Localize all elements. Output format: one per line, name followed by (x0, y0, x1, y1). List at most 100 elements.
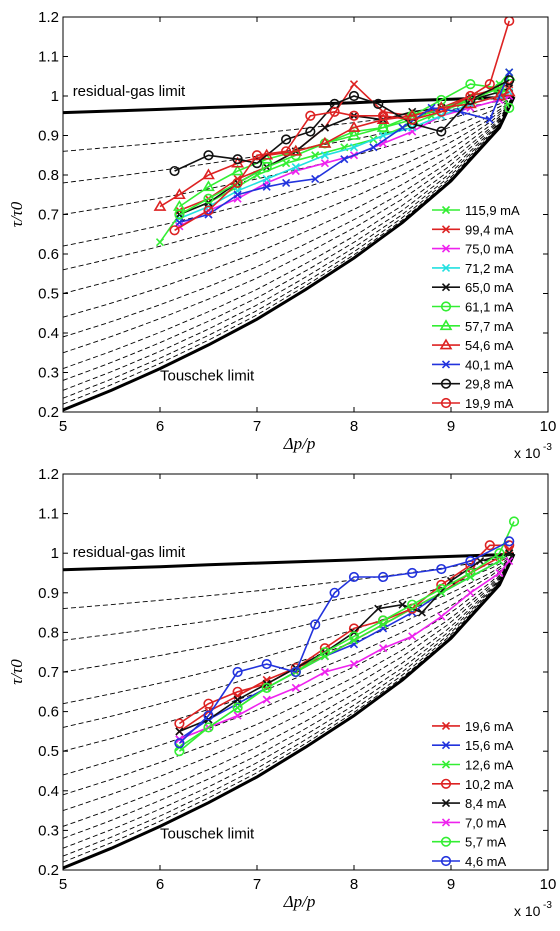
y-axis-label: τ/τ0 (7, 659, 26, 685)
data-point (407, 599, 418, 610)
legend-marker (441, 263, 451, 272)
data-point (169, 165, 180, 177)
data-point (446, 576, 456, 585)
data-point (289, 144, 303, 156)
legend-entry: 19,6 mA (432, 719, 514, 734)
data-point (233, 695, 242, 704)
legend-marker (441, 721, 451, 730)
legend-entry: 40,1 mA (432, 357, 514, 372)
legend-entry: 12,6 mA (432, 758, 514, 773)
data-point (310, 619, 321, 630)
data-point (436, 106, 447, 117)
data-point (203, 205, 214, 216)
data-point (437, 612, 446, 621)
series-3 (174, 540, 515, 729)
data-point (231, 164, 244, 176)
legend-label: 19,6 mA (465, 719, 514, 734)
data-point (376, 121, 390, 132)
series-6 (174, 516, 520, 757)
legend-entry: 7,0 mA (432, 815, 507, 830)
annotation: residual-gas limit (73, 83, 186, 100)
intermediate-curve (63, 553, 515, 705)
legend-marker (440, 301, 452, 312)
data-point (348, 110, 360, 121)
data-point (504, 102, 515, 113)
x-multiplier-exponent: -3 (543, 442, 552, 453)
legend-marker (440, 397, 452, 409)
intermediate-curve (63, 96, 515, 391)
data-point (329, 106, 340, 117)
data-point (348, 90, 360, 102)
y-tick-label: 0.7 (38, 664, 59, 681)
data-point (427, 103, 436, 112)
data-point (169, 225, 180, 236)
y-tick-label: 0.3 (38, 365, 59, 382)
legend-label: 57,7 mA (465, 319, 514, 334)
data-point (203, 710, 214, 721)
data-point (494, 548, 505, 559)
legend-entry: 54,6 mA (432, 338, 514, 353)
intermediate-curve (63, 96, 515, 354)
data-point (373, 98, 384, 109)
legend-label: 71,2 mA (465, 261, 514, 276)
x-tick-label: 9 (447, 418, 455, 435)
y-tick-label: 1.2 (38, 9, 59, 26)
data-point (261, 682, 272, 693)
data-point (203, 722, 214, 733)
legend-entry: 29,8 mA (432, 377, 514, 392)
legend-marker (439, 338, 453, 350)
intermediate-curve (63, 553, 515, 796)
data-point (508, 516, 520, 527)
x-tick-label: 10 (540, 876, 557, 893)
data-point (374, 604, 383, 613)
data-point (484, 540, 495, 551)
legend-entry: 19,9 mA (432, 396, 514, 411)
data-point (408, 632, 417, 641)
data-point (407, 114, 418, 125)
data-point (281, 146, 292, 157)
data-point (233, 711, 242, 720)
legend-marker (440, 378, 452, 389)
data-point (319, 647, 331, 658)
annotation: Touschek limit (160, 825, 255, 842)
legend-marker (441, 741, 451, 750)
legend-marker (439, 319, 453, 331)
legend-entry: 115,9 mA (432, 203, 520, 218)
data-point (495, 568, 504, 578)
series-9 (169, 75, 515, 177)
data-point (407, 567, 418, 579)
y-axis-label: τ/τ0 (7, 201, 26, 227)
data-point (340, 155, 349, 164)
data-point (305, 126, 316, 137)
data-point (202, 180, 215, 192)
data-point (465, 79, 476, 90)
legend-label: 99,4 mA (465, 222, 514, 237)
touschek-limit-curve (63, 553, 516, 870)
legend-label: 12,6 mA (465, 758, 514, 773)
data-point (504, 17, 515, 27)
intermediate-curve (63, 96, 515, 370)
y-tick-label: 0.4 (38, 783, 59, 800)
data-point (347, 121, 361, 132)
y-tick-label: 1.2 (38, 466, 59, 483)
legend-entry: 5,7 mA (432, 835, 507, 850)
data-point (378, 615, 389, 626)
legend-entry: 10,2 mA (432, 777, 514, 792)
data-point (320, 151, 329, 160)
y-tick-label: 0.4 (38, 325, 59, 342)
legend-marker (441, 205, 451, 215)
legend-label: 10,2 mA (465, 777, 514, 792)
touschek-limit-curve (63, 96, 516, 412)
legend-label: 4,6 mA (465, 854, 507, 869)
x-tick-label: 7 (253, 418, 261, 435)
legend-label: 29,8 mA (465, 377, 514, 392)
data-point (282, 178, 291, 187)
data-point (305, 110, 316, 121)
data-point (465, 556, 476, 567)
x-multiplier: x 10 (514, 445, 541, 461)
data-point (349, 80, 359, 89)
data-point (436, 563, 447, 575)
data-point (436, 583, 447, 594)
x-axis-label: Δp/p (283, 434, 316, 453)
